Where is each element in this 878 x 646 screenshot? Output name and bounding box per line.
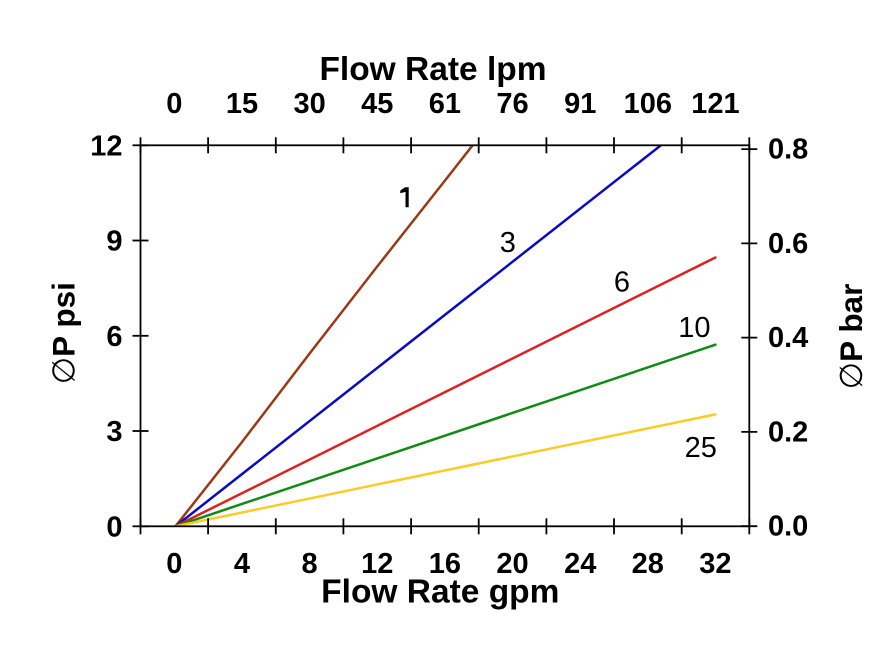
- svg-text:0: 0: [166, 88, 182, 120]
- svg-text:106: 106: [624, 88, 672, 120]
- svg-text:0: 0: [166, 548, 182, 580]
- svg-text:∅P psi: ∅P psi: [46, 282, 82, 384]
- svg-text:3: 3: [106, 416, 122, 448]
- svg-text:15: 15: [226, 88, 258, 120]
- svg-text:3: 3: [500, 227, 516, 259]
- svg-text:0.6: 0.6: [768, 228, 808, 260]
- svg-text:61: 61: [429, 88, 461, 120]
- svg-text:8: 8: [302, 548, 318, 580]
- svg-text:0.4: 0.4: [768, 322, 808, 354]
- svg-text:6: 6: [614, 267, 630, 299]
- svg-text:0: 0: [106, 511, 122, 543]
- svg-text:76: 76: [496, 88, 528, 120]
- svg-text:9: 9: [106, 226, 122, 258]
- svg-text:Flow Rate lpm: Flow Rate lpm: [319, 51, 546, 88]
- svg-text:24: 24: [564, 548, 596, 580]
- svg-text:32: 32: [699, 548, 731, 580]
- svg-text:121: 121: [691, 88, 739, 120]
- svg-text:∅P bar: ∅P bar: [833, 284, 869, 390]
- svg-text:Flow Rate gpm: Flow Rate gpm: [321, 574, 559, 611]
- svg-text:0.2: 0.2: [768, 416, 808, 448]
- svg-text:28: 28: [632, 548, 664, 580]
- svg-text:10: 10: [678, 312, 710, 344]
- svg-text:0.8: 0.8: [768, 134, 808, 166]
- svg-text:20: 20: [496, 548, 528, 580]
- svg-text:30: 30: [293, 88, 325, 120]
- svg-text:45: 45: [361, 88, 393, 120]
- svg-text:91: 91: [564, 88, 596, 120]
- svg-text:16: 16: [429, 548, 461, 580]
- svg-text:12: 12: [361, 548, 393, 580]
- svg-text:12: 12: [90, 130, 122, 162]
- svg-text:0.0: 0.0: [768, 511, 808, 543]
- svg-text:25: 25: [685, 432, 717, 464]
- svg-text:6: 6: [106, 321, 122, 353]
- svg-text:4: 4: [234, 548, 250, 580]
